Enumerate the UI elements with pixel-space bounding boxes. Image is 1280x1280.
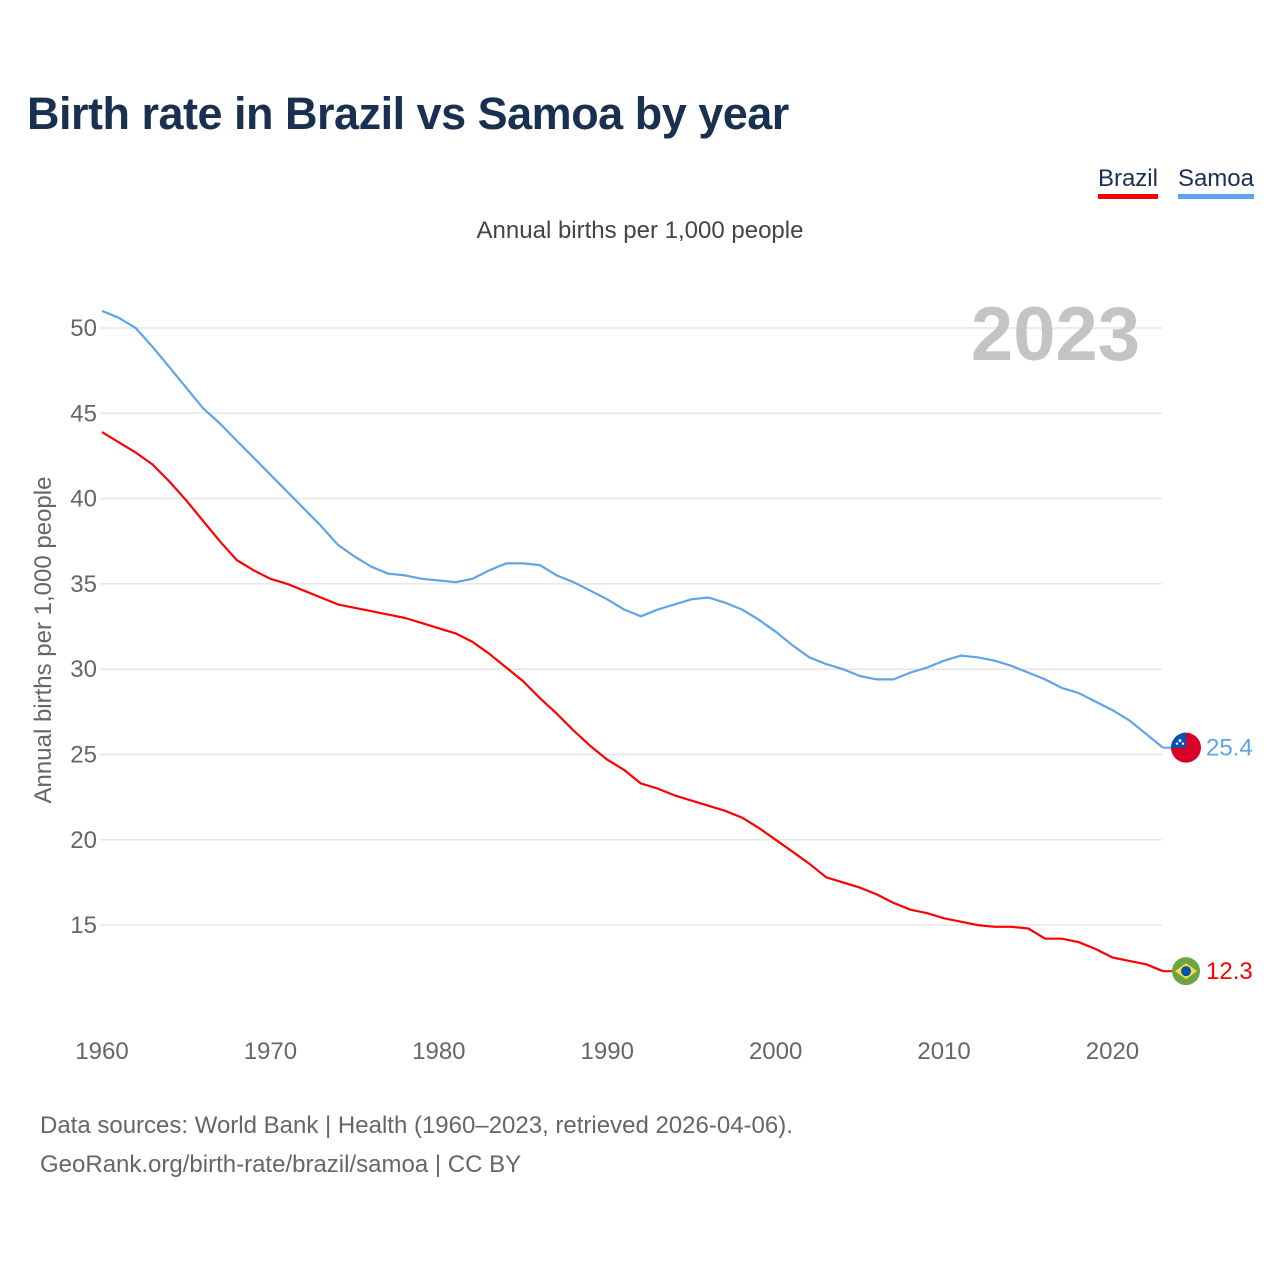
y-axis-label: Annual births per 1,000 people (30, 477, 57, 804)
x-tick-label: 1970 (244, 1038, 297, 1065)
x-tick-label: 1990 (581, 1038, 634, 1065)
y-tick-label: 30 (70, 656, 97, 683)
year-watermark: 2023 (971, 292, 1140, 377)
y-tick-label: 50 (70, 315, 97, 342)
end-value-label: 25.4 (1206, 735, 1253, 762)
y-tick-label: 45 (70, 400, 97, 427)
legend-brazil[interactable]: Brazil (1097, 165, 1158, 199)
y-tick-label: 15 (70, 912, 97, 939)
data-source: Data sources: World Bank | Health (1960–… (40, 1112, 793, 1139)
footer: Data sources: World Bank | Health (1960–… (40, 1106, 793, 1184)
x-tick-label: 1960 (75, 1038, 128, 1065)
brazil-flag-icon (1172, 957, 1200, 986)
series-line-brazil[interactable] (101, 431, 1164, 973)
y-tick-label: 25 (70, 742, 97, 769)
legend: Brazil Samoa (1097, 165, 1254, 199)
chart-subtitle: Annual births per 1,000 people (476, 217, 804, 244)
chart-title: Birth rate in Brazil vs Samoa by year (27, 88, 789, 139)
source-link[interactable]: GeoRank.org/birth-rate/brazil/samoa | CC… (40, 1151, 522, 1178)
x-tick-label: 2020 (1086, 1038, 1139, 1065)
legend-samoa[interactable]: Samoa (1177, 165, 1254, 199)
x-tick-label: 2010 (917, 1038, 970, 1065)
y-tick-label: 40 (70, 486, 97, 513)
end-value-label: 12.3 (1206, 958, 1253, 985)
series-line-samoa[interactable] (101, 309, 1164, 749)
x-tick-label: 1980 (412, 1038, 465, 1065)
y-tick-label: 35 (70, 571, 97, 598)
y-tick-label: 20 (70, 827, 97, 854)
x-tick-label: 2000 (749, 1038, 802, 1065)
samoa-flag-icon (1171, 732, 1201, 763)
